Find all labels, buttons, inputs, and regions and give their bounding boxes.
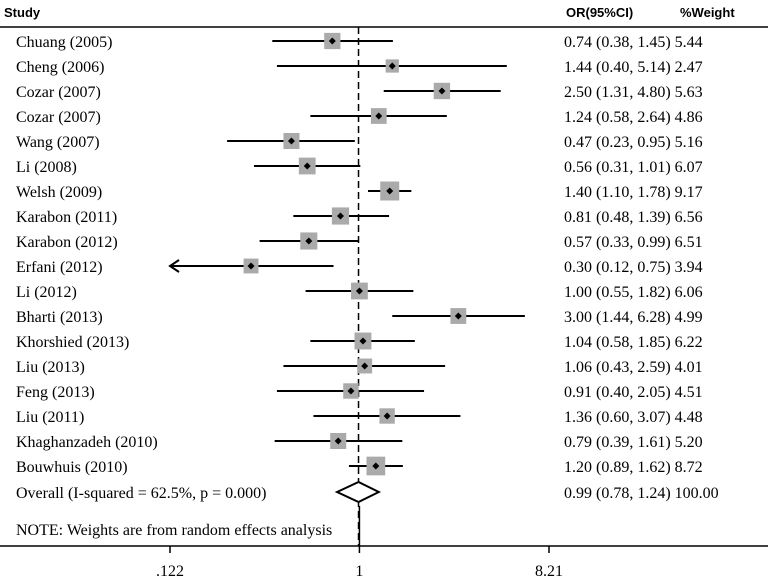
point-estimate: [305, 237, 313, 245]
study-label: Cozar (2007): [16, 109, 101, 126]
point-estimate: [438, 87, 446, 95]
overall-stat: 0.99 (0.78, 1.24) 100.00: [564, 485, 719, 502]
study-stat: 2.50 (1.31, 4.80) 5.63: [564, 84, 703, 101]
study-label: Erfani (2012): [16, 259, 103, 276]
point-estimate: [386, 187, 394, 195]
study-label: Khorshied (2013): [16, 334, 129, 351]
point-estimate: [355, 287, 363, 295]
study-label: Bharti (2013): [16, 309, 103, 326]
row-labels: Chuang (2005) Cheng (2006) Cozar (2007) Coz…: [16, 34, 266, 502]
point-estimate: [454, 312, 462, 320]
study-stat: 1.24 (0.58, 2.64) 4.86: [564, 109, 703, 126]
header-study: Study: [4, 5, 41, 20]
x-tick-label: 8.21: [535, 563, 563, 580]
study-stat: 1.00 (0.55, 1.82) 6.06: [564, 284, 703, 301]
study-label: Li (2012): [16, 284, 77, 301]
study-label: Bouwhuis (2010): [16, 459, 128, 476]
point-estimate: [303, 162, 311, 170]
x-tick-label: .122: [156, 563, 184, 580]
point-estimate: [336, 212, 344, 220]
header-or-ci: OR(95%CI): [566, 5, 633, 20]
study-stat: 1.44 (0.40, 5.14) 2.47: [564, 59, 703, 76]
x-ticks: .122 1 8.21: [156, 546, 563, 580]
study-label: Wang (2007): [16, 134, 100, 151]
study-stat: 0.30 (0.12, 0.75) 3.94: [564, 259, 703, 276]
study-stat: 0.91 (0.40, 2.05) 4.51: [564, 384, 703, 401]
study-label: Chuang (2005): [16, 34, 112, 51]
study-stat: 0.74 (0.38, 1.45) 5.44: [564, 34, 703, 51]
point-estimate: [372, 462, 380, 470]
study-label: Karabon (2011): [16, 209, 117, 226]
study-stat: 0.57 (0.33, 0.99) 6.51: [564, 234, 703, 251]
header-weight: %Weight: [680, 5, 735, 20]
point-estimate: [328, 37, 336, 45]
study-stat: 1.04 (0.58, 1.85) 6.22: [564, 334, 703, 351]
study-stat: 1.40 (1.10, 1.78) 9.17: [564, 184, 703, 201]
study-label: Karabon (2012): [16, 234, 118, 251]
point-estimate: [347, 387, 355, 395]
study-stat: 0.56 (0.31, 1.01) 6.07: [564, 159, 703, 176]
study-stat: 0.47 (0.23, 0.95) 5.16: [564, 134, 703, 151]
x-tick-label: 1: [355, 563, 363, 580]
point-estimate: [334, 437, 342, 445]
study-stat: 1.06 (0.43, 2.59) 4.01: [564, 359, 703, 376]
study-label: Cheng (2006): [16, 59, 104, 76]
overall-label: Overall (I-squared = 62.5%, p = 0.000): [16, 485, 266, 502]
study-label: Liu (2011): [16, 409, 84, 426]
study-label: Feng (2013): [16, 384, 95, 401]
study-label: Liu (2013): [16, 359, 85, 376]
study-label: Khaghanzadeh (2010): [16, 434, 158, 451]
point-estimate: [359, 337, 367, 345]
study-label: Cozar (2007): [16, 84, 101, 101]
study-stat: 1.20 (0.89, 1.62) 8.72: [564, 459, 703, 476]
point-estimate: [287, 137, 295, 145]
study-label: Welsh (2009): [16, 184, 102, 201]
study-stat: 3.00 (1.44, 6.28) 4.99: [564, 309, 703, 326]
note-text: NOTE: Weights are from random effects an…: [16, 522, 332, 539]
point-estimate: [247, 262, 255, 270]
ci-truncation-arrow: [168, 259, 180, 273]
point-estimate: [383, 412, 391, 420]
study-label: Li (2008): [16, 159, 77, 176]
plot-marks: [168, 27, 525, 546]
point-estimate: [361, 362, 369, 370]
study-stat: 1.36 (0.60, 3.07) 4.48: [564, 409, 703, 426]
point-estimate: [388, 62, 396, 70]
point-estimate: [375, 112, 383, 120]
study-stat: 0.81 (0.48, 1.39) 6.56: [564, 209, 703, 226]
overall-diamond: [334, 480, 382, 504]
study-stat: 0.79 (0.39, 1.61) 5.20: [564, 434, 703, 451]
row-stats: 0.74 (0.38, 1.45) 5.44 1.44 (0.40, 5.14) …: [564, 34, 719, 502]
